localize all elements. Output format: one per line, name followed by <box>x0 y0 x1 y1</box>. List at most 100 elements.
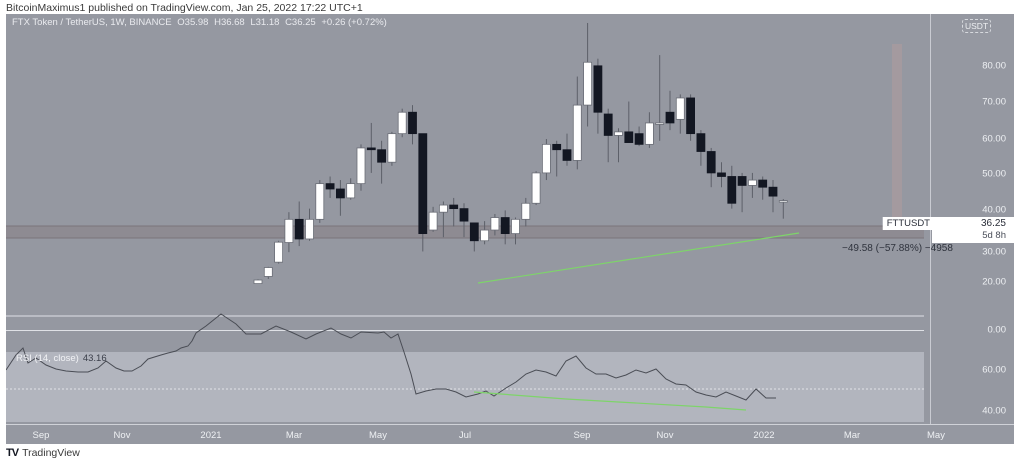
bullish-candle <box>675 97 685 120</box>
price-chart-canvas[interactable] <box>6 14 924 424</box>
chart-frame[interactable]: FTX Token / TetherUS, 1W, BINANCE O35.98… <box>6 14 1014 444</box>
bullish-candle <box>397 111 407 135</box>
time-label-2021: 2021 <box>200 430 222 441</box>
time-axis[interactable]: Sep Nov 2021 Mar May Jul Sep Nov 2022 Ma… <box>6 424 1014 444</box>
last-price-badge: 36.25 5d 8h <box>932 217 1014 243</box>
bearish-candle <box>727 176 737 204</box>
bullish-candle <box>583 61 592 106</box>
tradingview-logo-icon: TV <box>6 447 19 459</box>
rsi-value: 43.16 <box>82 353 107 364</box>
price-label-70: 70.00 <box>982 96 1006 108</box>
price-label-50: 50.00 <box>982 168 1006 180</box>
bullish-candle <box>542 143 551 174</box>
time-label-jul-2021: Jul <box>458 430 472 441</box>
bullish-candle <box>346 183 356 199</box>
bullish-candle <box>284 218 294 243</box>
bar-countdown: 5d 8h <box>982 230 1006 241</box>
bearish-candle <box>737 176 747 186</box>
measure-bar <box>892 44 902 226</box>
candles <box>253 22 788 284</box>
last-price: 36.25 <box>980 218 1006 229</box>
price-label-30: 30.00 <box>982 246 1006 258</box>
measure-label: −49.58 (−57.88%) −4958 <box>842 243 953 254</box>
bullish-candle <box>511 218 520 235</box>
bearish-candle <box>624 131 634 143</box>
bearish-candle <box>500 217 510 235</box>
time-label-nov-2021: Nov <box>656 430 674 441</box>
ohlc-change: +0.26 (+0.72%) <box>321 17 387 28</box>
bullish-candle <box>480 229 490 242</box>
ohlc-low: L31.18 <box>250 17 280 28</box>
bullish-candle <box>531 172 541 204</box>
bullish-candle <box>614 131 623 136</box>
time-label-mar-2022: Mar <box>843 430 861 441</box>
ohlc-close: C36.25 <box>285 17 316 28</box>
rsi-label-60: 60.00 <box>982 364 1006 376</box>
bearish-candle <box>294 218 304 240</box>
symbol-name: FTX Token / TetherUS, 1W, BINANCE <box>12 17 172 28</box>
bearish-candle <box>665 111 675 124</box>
price-trendline <box>477 232 800 284</box>
bearish-candle <box>469 222 479 242</box>
bearish-candle <box>449 204 459 210</box>
bullish-candle <box>490 217 500 231</box>
bullish-candle <box>438 204 448 213</box>
price-label-40: 40.00 <box>982 204 1006 216</box>
symbol-legend: FTX Token / TetherUS, 1W, BINANCE O35.98… <box>12 17 390 28</box>
time-label-sep-2021: Sep <box>573 430 591 441</box>
bearish-candle <box>325 183 335 190</box>
bearish-candle <box>603 113 613 136</box>
bearish-candle <box>717 172 726 177</box>
bullish-candle <box>645 122 654 145</box>
bearish-candle <box>418 133 428 235</box>
bearish-candle <box>562 149 572 161</box>
bullish-candle <box>428 211 438 231</box>
bullish-candle <box>655 122 665 125</box>
bullish-candle <box>274 241 284 263</box>
time-label-2022: 2022 <box>753 430 775 441</box>
bearish-candle <box>696 133 706 152</box>
rsi-pane[interactable] <box>6 352 924 422</box>
bullish-candle <box>778 200 788 203</box>
pane-separator <box>6 330 924 331</box>
bullish-candle <box>253 279 263 284</box>
currency-badge[interactable]: USDT <box>962 19 992 33</box>
tradingview-brand: TradingView <box>22 447 80 459</box>
bullish-candle <box>387 133 397 163</box>
time-label-may-2022: May <box>927 430 945 441</box>
bearish-candle <box>366 147 376 151</box>
bearish-candle <box>593 65 603 113</box>
support-zone <box>6 226 924 238</box>
time-label-mar-2021: Mar <box>285 430 303 441</box>
ohlc-high: H36.68 <box>214 17 245 28</box>
time-label-may-2021: May <box>369 430 387 441</box>
rsi-label-40: 40.00 <box>982 405 1006 417</box>
bullish-candle <box>521 202 531 220</box>
bearish-candle <box>335 188 345 199</box>
bullish-candle <box>315 183 325 220</box>
bullish-candle <box>356 147 366 185</box>
bearish-candle <box>634 133 644 145</box>
footer-branding[interactable]: TV TradingView <box>6 447 80 459</box>
bullish-candle <box>748 179 757 186</box>
time-label-nov-2020: Nov <box>113 430 131 441</box>
time-label-sep-2020: Sep <box>32 430 50 441</box>
ohlc-open: O35.98 <box>177 17 209 28</box>
bearish-candle <box>459 208 469 222</box>
price-label-20: 20.00 <box>982 276 1006 288</box>
bullish-candle <box>305 218 314 240</box>
price-label-80: 80.00 <box>982 60 1006 72</box>
bearish-candle <box>686 97 695 135</box>
rsi-label: RSI (14, close) <box>16 353 79 364</box>
bullish-candle <box>263 267 273 277</box>
rsi-overbought-area <box>6 330 924 352</box>
rsi-legend: RSI (14, close) 43.16 <box>16 353 107 364</box>
bullish-candle <box>572 104 582 161</box>
price-label-60: 60.00 <box>982 133 1006 145</box>
bearish-candle <box>552 143 562 151</box>
published-caption: BitcoinMaximus1 published on TradingView… <box>6 2 363 14</box>
bearish-candle <box>706 151 716 174</box>
bearish-candle <box>408 111 417 135</box>
bearish-candle <box>768 186 778 197</box>
bearish-candle <box>758 179 768 188</box>
